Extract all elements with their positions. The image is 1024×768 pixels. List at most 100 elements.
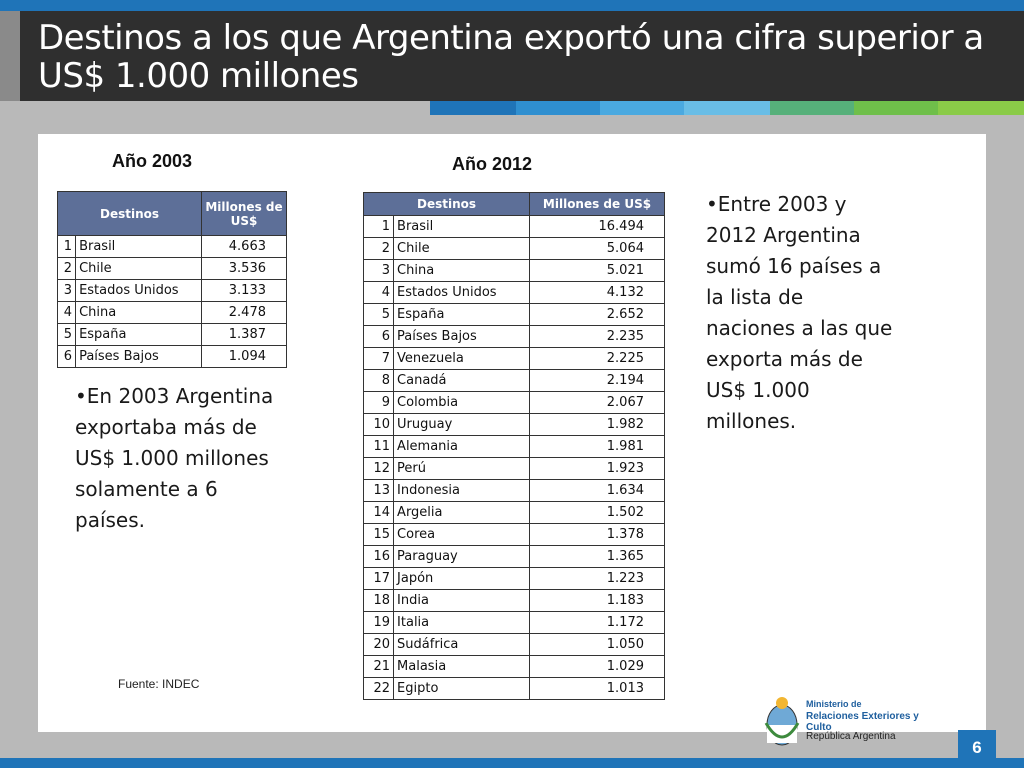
row-number: 3 [56,279,77,302]
country-cell: Chile [393,237,530,260]
value-cell: 1.502 [529,501,665,524]
table-row: 5 España 2.652 [362,303,665,326]
top-accent-strip [0,0,1024,11]
country-cell: India [393,589,530,612]
country-cell: Alemania [393,435,530,458]
country-cell: Estados Unidos [393,281,530,304]
row-number: 16 [362,545,395,568]
country-cell: China [393,259,530,282]
value-cell: 1.172 [529,611,665,634]
note-2003: •En 2003 Argentina exportaba más de US$ … [75,384,274,532]
row-number: 5 [56,323,77,346]
country-cell: Paraguay [393,545,530,568]
accent-stripe [516,101,600,115]
value-cell: 1.378 [529,523,665,546]
value-cell: 1.365 [529,545,665,568]
accent-stripe [854,101,938,115]
country-cell: Indonesia [393,479,530,502]
table-row: 22 Egipto 1.013 [362,677,665,700]
heading-2012: Año 2012 [452,154,533,174]
table-row: 19 Italia 1.172 [362,611,665,634]
table-row: 9 Colombia 2.067 [362,391,665,414]
value-cell: 1.923 [529,457,665,480]
logo-line-1: Ministerio de [806,699,862,709]
country-cell: Países Bajos [393,325,530,348]
row-number: 4 [56,301,77,324]
col-header-destinos: Destinos [57,191,202,236]
row-number: 1 [56,235,77,258]
row-number: 2 [56,257,77,280]
table-row: 2 Chile 3.536 [56,257,287,280]
country-cell: Malasia [393,655,530,678]
value-cell: 2.235 [529,325,665,348]
country-cell: Estados Unidos [75,279,202,302]
table-row: 8 Canadá 2.194 [362,369,665,392]
table-row: 4 China 2.478 [56,301,287,324]
value-cell: 3.536 [201,257,287,280]
table-row: 1 Brasil 16.494 [362,215,665,238]
table-row: 3 China 5.021 [362,259,665,282]
value-cell: 2.225 [529,347,665,370]
row-number: 8 [362,369,395,392]
country-cell: Uruguay [393,413,530,436]
country-cell: España [75,323,202,346]
accent-stripe [430,101,516,115]
table-row: 13 Indonesia 1.634 [362,479,665,502]
logo-line-2: Relaciones Exteriores y Culto [806,711,919,733]
row-number: 21 [362,655,395,678]
table-row: 7 Venezuela 2.225 [362,347,665,370]
accent-stripe [938,101,1024,115]
value-cell: 16.494 [529,215,665,238]
value-cell: 1.387 [201,323,287,346]
table-row: 1 Brasil 4.663 [56,235,287,258]
country-cell: Corea [393,523,530,546]
logo-line-3: República Argentina [806,731,896,742]
note-2003-2012: •Entre 2003 y 2012 Argentina sumó 16 paí… [706,192,893,433]
accent-stripe [600,101,684,115]
country-cell: Perú [393,457,530,480]
value-cell: 1.981 [529,435,665,458]
country-cell: Chile [75,257,202,280]
row-number: 9 [362,391,395,414]
row-number: 18 [362,589,395,612]
row-number: 20 [362,633,395,656]
value-cell: 1.050 [529,633,665,656]
value-cell: 2.194 [529,369,665,392]
row-number: 12 [362,457,395,480]
value-cell: 1.013 [529,677,665,700]
table-row: 21 Malasia 1.029 [362,655,665,678]
table-row: 3 Estados Unidos 3.133 [56,279,287,302]
country-cell: Canadá [393,369,530,392]
table-row: 12 Perú 1.923 [362,457,665,480]
row-number: 2 [362,237,395,260]
row-number: 6 [56,345,77,368]
value-cell: 4.132 [529,281,665,304]
value-cell: 2.067 [529,391,665,414]
slide-title: Destinos a los que Argentina exportó una… [38,18,984,96]
table-row: 6 Países Bajos 1.094 [56,345,287,368]
row-number: 1 [362,215,395,238]
table-row: 11 Alemania 1.981 [362,435,665,458]
country-cell: España [393,303,530,326]
row-number: 14 [362,501,395,524]
coat-of-arms-icon [764,697,800,746]
table-row: 14 Argelia 1.502 [362,501,665,524]
row-number: 3 [362,259,395,282]
value-cell: 5.064 [529,237,665,260]
col-header-millones: Millones de US$ [529,192,665,216]
table-row: 17 Japón 1.223 [362,567,665,590]
country-cell: Egipto [393,677,530,700]
value-cell: 1.634 [529,479,665,502]
value-cell: 4.663 [201,235,287,258]
row-number: 22 [362,677,395,700]
row-number: 4 [362,281,395,304]
value-cell: 1.223 [529,567,665,590]
value-cell: 1.029 [529,655,665,678]
country-cell: Japón [393,567,530,590]
col-header-millones: Millones de US$ [201,191,287,236]
left-edge-bar [0,11,20,101]
country-cell: Argelia [393,501,530,524]
table-row: 10 Uruguay 1.982 [362,413,665,436]
country-cell: Brasil [393,215,530,238]
country-cell: China [75,301,202,324]
